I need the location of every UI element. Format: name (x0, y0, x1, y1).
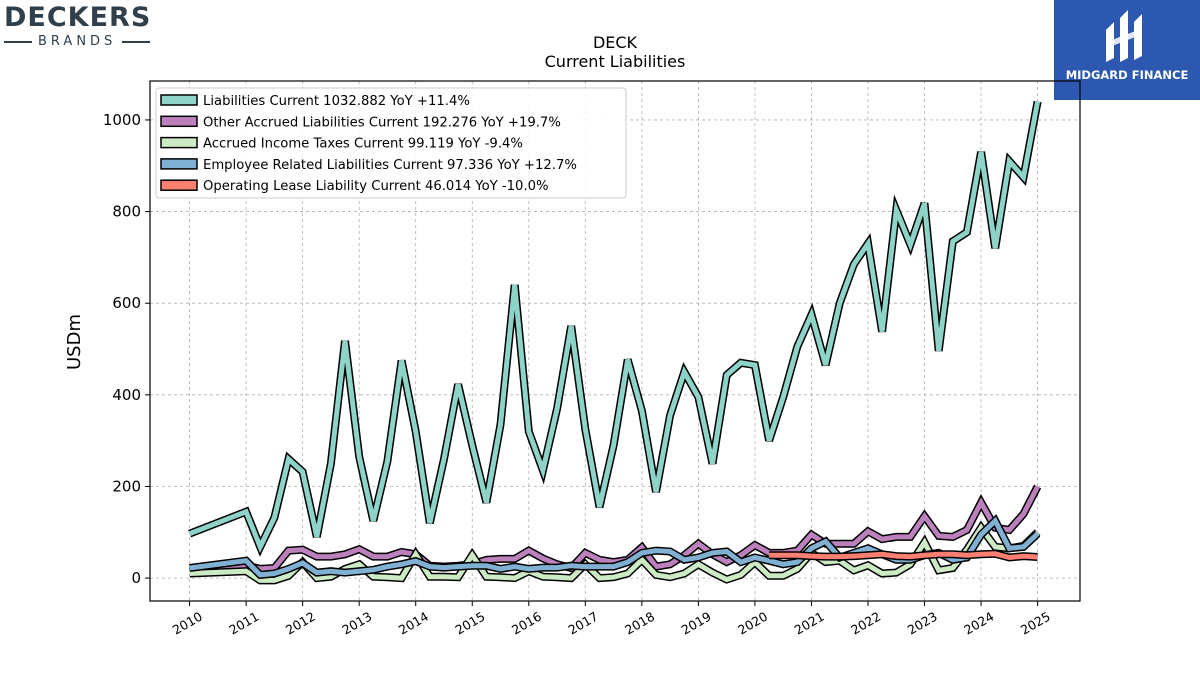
legend-entry-2: Accrued Income Taxes Current 99.119 YoY … (203, 137, 523, 152)
chart-title: DECK (593, 33, 638, 52)
x-tick-label: 2017 (566, 609, 601, 638)
x-tick-label: 2021 (792, 609, 827, 638)
plot-frame (149, 80, 1081, 602)
chart-subtitle: Current Liabilities (545, 52, 686, 71)
legend: Liabilities Current 1032.882 YoY +11.4% O… (155, 87, 627, 199)
midgard-emblem-icon (1106, 10, 1142, 62)
logo-rule-left (4, 40, 32, 43)
y-tick-label: 600 (112, 294, 141, 312)
legend-swatch-2 (160, 136, 198, 149)
series-lines (188, 100, 1042, 585)
legend-swatch-3 (160, 158, 198, 170)
y-tick-label: 200 (112, 477, 141, 495)
partner-name: MIDGARD FINANCE (1065, 68, 1189, 82)
x-tick-label: 2014 (396, 609, 431, 638)
legend-entry-0: Liabilities Current 1032.882 YoY +11.4% (203, 94, 470, 109)
legend-box (155, 87, 627, 199)
x-tick-label: 2018 (622, 609, 657, 638)
logo-rule-right (122, 40, 151, 43)
x-tick-label: 2011 (226, 609, 261, 638)
legend-entry-4: Operating Lease Liability Current 46.014… (203, 179, 549, 194)
legend-swatch-1 (160, 115, 198, 128)
logo-subtext: BRANDS (38, 34, 117, 49)
y-axis-label: USDm (64, 314, 85, 370)
legend-swatch-4 (160, 179, 198, 191)
y-tick-label: 1000 (103, 111, 141, 129)
y-tick-label: 800 (112, 203, 141, 221)
legend-swatch-0 (160, 94, 198, 106)
x-tick-label: 2015 (452, 609, 487, 638)
x-tick-label: 2016 (509, 609, 544, 638)
legend-entry-3: Employee Related Liabilities Current 97.… (203, 158, 577, 173)
series-line-0 (188, 101, 1041, 554)
y-tick-label: 400 (112, 386, 141, 404)
x-tick-label: 2010 (170, 609, 205, 638)
x-tick-label: 2012 (283, 609, 318, 638)
x-tick-label: 2025 (1018, 609, 1053, 638)
y-tick-label: 0 (131, 569, 141, 587)
x-tick-label: 2023 (905, 609, 940, 638)
x-tick-label: 2024 (961, 609, 996, 638)
midgard-finance-logo: MIDGARD FINANCE (1054, 0, 1200, 100)
x-tick-label: 2013 (339, 609, 374, 638)
x-tick-label: 2019 (679, 609, 714, 638)
series-line-4 (769, 551, 1038, 561)
logo-subline: BRANDS (4, 34, 164, 49)
x-tick-label: 2020 (735, 609, 770, 638)
logo-wordmark: DECKERS (4, 2, 152, 33)
x-tick-label: 2022 (848, 609, 883, 638)
legend-entry-1: Other Accrued Liabilities Current 192.27… (203, 115, 561, 130)
deckers-brands-logo: DECKERS BRANDS (4, 4, 164, 50)
